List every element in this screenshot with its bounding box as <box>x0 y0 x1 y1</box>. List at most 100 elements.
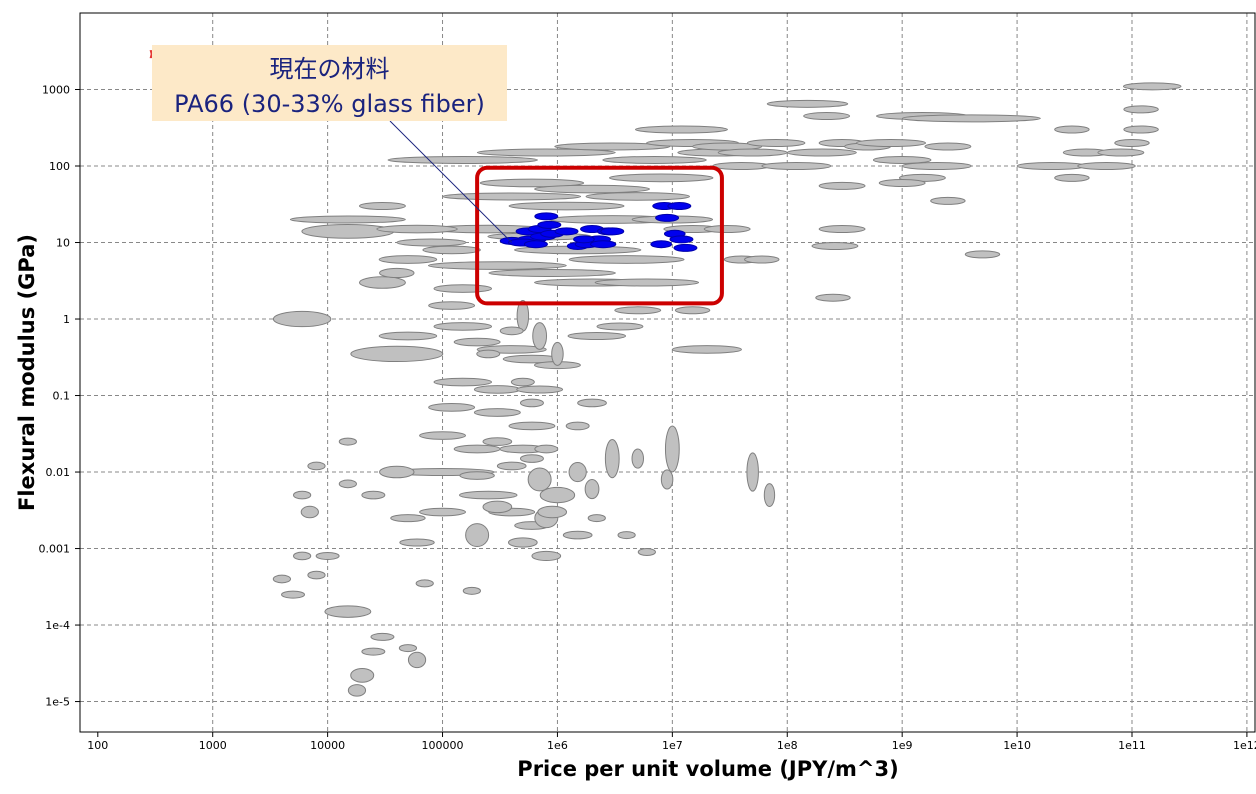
material-bubble <box>361 647 386 656</box>
x-tick-label: 1e9 <box>892 739 913 752</box>
material-bubble <box>664 425 680 473</box>
y-tick-label: 1000 <box>42 84 70 97</box>
y-tick-label: 0.001 <box>39 543 71 556</box>
highlighted-material-bubble <box>554 227 579 236</box>
material-bubble <box>453 337 501 347</box>
material-bubble <box>301 223 395 239</box>
material-bubble <box>272 310 332 328</box>
material-bubble <box>293 551 312 561</box>
material-bubble <box>634 125 728 134</box>
material-bubble <box>637 548 656 557</box>
material-bubble <box>479 178 585 188</box>
material-bubble <box>534 444 559 454</box>
material-bubble <box>1054 173 1090 182</box>
y-tick-label: 100 <box>49 160 70 173</box>
material-bubble <box>415 579 434 588</box>
highlight-box <box>475 165 724 306</box>
material-bubble <box>531 550 562 562</box>
material-bubble <box>358 202 406 211</box>
highlighted-material-bubble <box>667 202 692 211</box>
x-tick-label: 1e12 <box>1233 739 1256 752</box>
annotation-line-1: 現在の材料 <box>270 55 390 83</box>
material-bubble <box>562 530 593 540</box>
material-bubble <box>617 531 636 540</box>
material-bubble <box>604 438 620 479</box>
highlight-bubbles <box>499 202 698 252</box>
material-bubble <box>815 293 851 302</box>
material-bubble <box>293 490 312 500</box>
highlighted-material-bubble <box>673 243 698 252</box>
material-bubble <box>281 590 306 599</box>
material-bubble <box>428 301 476 310</box>
y-axis-label: Flexural modulus (GPa) <box>15 234 39 511</box>
material-bubble <box>671 345 742 354</box>
material-bubble <box>534 184 650 194</box>
material-bubble <box>519 454 544 463</box>
x-tick-label: 1000 <box>199 739 227 752</box>
material-bubble <box>766 99 849 108</box>
material-bubble <box>746 138 806 147</box>
highlighted-material-bubble <box>573 235 595 244</box>
material-bubble <box>930 196 966 205</box>
material-bubble <box>585 192 690 201</box>
material-bubble <box>1123 125 1159 134</box>
material-bubble <box>508 421 556 431</box>
highlighted-material-bubble <box>537 220 562 229</box>
material-bubble <box>811 242 859 251</box>
material-bubble <box>786 148 857 157</box>
material-bubble <box>307 570 326 580</box>
material-bubble <box>453 444 501 454</box>
material-bubble <box>465 523 490 548</box>
material-bubble <box>376 224 458 234</box>
x-tick-label: 1e6 <box>547 739 568 752</box>
material-bubble <box>744 255 780 264</box>
y-tick-label: 1 <box>63 313 70 326</box>
material-bubble <box>396 238 467 247</box>
material-bubble <box>568 255 685 264</box>
material-bubble <box>631 448 645 469</box>
x-ticks: 100 1000 10000 100000 1e6 1e7 1e8 1e9 1e10 1e11 1e… <box>87 732 1256 752</box>
material-bubble <box>565 421 590 431</box>
highlighted-material-bubble <box>600 227 625 236</box>
material-bubble <box>594 278 700 287</box>
material-bubble <box>338 479 357 489</box>
material-bubble <box>878 178 926 187</box>
material-bubble <box>488 268 616 277</box>
material-bubble <box>539 486 576 504</box>
material-bubble <box>433 284 492 293</box>
x-axis-label: Price per unit volume (JPY/m^3) <box>517 757 898 781</box>
x-tick-label: 1e10 <box>1003 739 1031 752</box>
y-tick-label: 1e-5 <box>45 696 70 709</box>
material-bubble <box>378 331 438 341</box>
material-bubble <box>473 385 521 394</box>
material-bubble <box>1077 162 1136 171</box>
material-bubble <box>609 173 714 183</box>
material-bubble <box>422 245 481 255</box>
x-tick-label: 1e11 <box>1118 739 1146 752</box>
y-tick-label: 0.1 <box>53 390 71 403</box>
y-tick-label: 10 <box>56 237 70 250</box>
material-bubble <box>347 684 367 697</box>
material-bubble <box>527 467 552 492</box>
y-tick-label: 0.01 <box>46 466 71 479</box>
material-bubble <box>398 644 418 653</box>
material-bubble <box>674 306 711 315</box>
highlighted-material-bubble <box>590 240 617 249</box>
material-bubble <box>856 138 927 147</box>
material-bubble <box>370 632 395 641</box>
plot-frame <box>79 12 1256 733</box>
annotation-line-2: PA66 (30-33% glass fiber) <box>174 90 485 118</box>
material-bubble <box>516 385 564 394</box>
annotation-callout-box <box>152 45 507 121</box>
highlighted-material-bubble <box>650 240 673 249</box>
material-bubble <box>703 225 751 234</box>
material-bubble <box>818 225 866 234</box>
material-bubble <box>901 114 1041 123</box>
material-bubble <box>473 408 521 417</box>
material-bubble <box>551 341 564 366</box>
material-bubble <box>924 142 972 151</box>
material-bubble <box>537 505 568 519</box>
material-bubble <box>272 574 292 584</box>
material-bubble <box>596 322 644 331</box>
